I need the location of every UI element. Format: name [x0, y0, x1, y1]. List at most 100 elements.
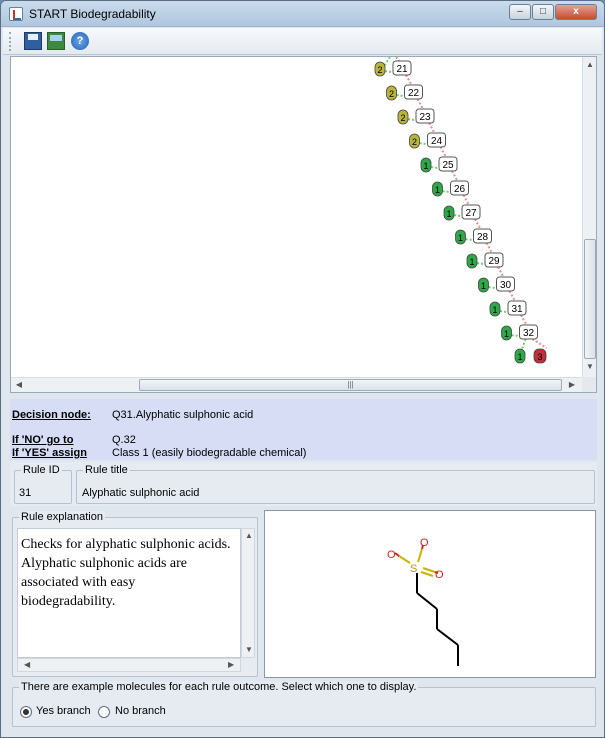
- scroll-left-icon[interactable]: ◀: [24, 660, 31, 669]
- example-selection-group: There are example molecules for each rul…: [12, 681, 596, 727]
- explanation-horizontal-scrollbar[interactable]: ◀ ▶: [17, 658, 241, 672]
- explanation-vertical-scrollbar[interactable]: ▲ ▼: [241, 528, 255, 658]
- question-node[interactable]: [461, 204, 481, 220]
- tree-edge-no: [520, 314, 528, 326]
- question-node[interactable]: [519, 324, 538, 340]
- scroll-up-icon[interactable]: ▲: [245, 531, 253, 540]
- if-no-label: If 'NO' go to: [12, 434, 74, 446]
- title-bar[interactable]: START Biodegradability – □ x: [1, 1, 604, 27]
- yes-branch-label[interactable]: Yes branch: [36, 705, 91, 717]
- toolbar-grip[interactable]: [9, 32, 13, 51]
- question-node-label: 29: [488, 256, 500, 267]
- question-node[interactable]: [427, 132, 446, 148]
- question-node[interactable]: [450, 180, 469, 196]
- tree-vertical-scrollbar[interactable]: ▲ ▼: [582, 57, 596, 377]
- tree-edge-yes: [464, 238, 480, 242]
- class-leaf-label: 1: [423, 161, 428, 171]
- rule-explanation-title: Rule explanation: [19, 511, 105, 523]
- tree-edge-no: [451, 170, 459, 182]
- class-leaf-node[interactable]: [478, 277, 489, 293]
- tree-edge-yes: [521, 338, 527, 350]
- no-branch-label[interactable]: No branch: [115, 705, 166, 717]
- class-leaf-node[interactable]: [374, 61, 386, 77]
- question-node[interactable]: [507, 300, 527, 316]
- yes-branch-radio[interactable]: [20, 706, 32, 718]
- question-node[interactable]: [484, 252, 504, 268]
- minimize-button[interactable]: –: [509, 4, 531, 20]
- tree-edge-no: [508, 290, 516, 302]
- class-leaf-node[interactable]: [432, 181, 443, 197]
- class-leaf-label: 1: [446, 209, 451, 219]
- oxygen-atom: O: [387, 549, 396, 561]
- class-leaf-label: 1: [517, 352, 522, 362]
- question-node-label: 26: [454, 184, 466, 195]
- question-node[interactable]: [415, 108, 435, 124]
- question-node[interactable]: [496, 276, 515, 292]
- class-leaf-label: 2: [389, 89, 394, 99]
- class-leaf-node[interactable]: [514, 348, 526, 364]
- question-node-label: 30: [500, 280, 512, 291]
- class-leaf-label: 2: [377, 65, 382, 75]
- rule-explanation-textarea[interactable]: Checks for alyphatic sulphonic acids. Al…: [17, 528, 241, 658]
- if-yes-value: Class 1 (easily biodegradable chemical): [112, 447, 307, 459]
- class-leaf-node[interactable]: [397, 109, 409, 125]
- window-title: START Biodegradability: [29, 7, 156, 21]
- class-leaf-node[interactable]: [501, 325, 512, 341]
- question-node-label: 22: [408, 88, 420, 99]
- rule-title-group: Rule title Alyphatic sulphonic acid: [76, 464, 595, 504]
- question-node[interactable]: [473, 228, 492, 244]
- oxygen-atom: O: [435, 569, 444, 581]
- rule-explanation-text: Checks for alyphatic sulphonic acids. Al…: [21, 537, 231, 609]
- tree-edge-no: [474, 218, 482, 230]
- maximize-button[interactable]: □: [532, 4, 554, 20]
- class-leaf-node[interactable]: [386, 85, 397, 101]
- tree-edge-yes: [475, 262, 492, 266]
- save-icon[interactable]: [24, 32, 42, 50]
- question-node[interactable]: [392, 60, 412, 76]
- tree-horizontal-scroll-thumb[interactable]: |||: [139, 379, 562, 391]
- decision-node-panel: Decision node: Q31.Alyphatic sulphonic a…: [10, 399, 597, 460]
- class-leaf-node[interactable]: [489, 301, 501, 317]
- scroll-down-icon[interactable]: ▼: [586, 362, 594, 371]
- carbon-chain: [416, 573, 459, 666]
- scroll-right-icon[interactable]: ▶: [568, 380, 576, 389]
- scroll-left-icon[interactable]: ◀: [15, 380, 23, 389]
- class-leaf-node[interactable]: [533, 348, 547, 364]
- tree-vertical-scroll-thumb[interactable]: [584, 239, 596, 359]
- toolbar: ?: [3, 28, 602, 55]
- java-app-icon: [9, 7, 23, 21]
- class-leaf-label: 1: [458, 233, 463, 243]
- question-node-label: 24: [431, 136, 443, 147]
- tree-edge-yes: [487, 286, 503, 290]
- class-leaf-node[interactable]: [443, 205, 455, 221]
- tree-edge-no: [416, 98, 424, 110]
- close-button[interactable]: x: [555, 4, 597, 20]
- question-node[interactable]: [404, 84, 423, 100]
- question-node-label: 27: [465, 208, 477, 219]
- tree-edge-yes: [498, 310, 515, 314]
- rule-id-group: Rule ID 31: [14, 464, 72, 504]
- rule-id-value: 31: [19, 487, 32, 499]
- tree-edge-no: [497, 266, 505, 278]
- example-selection-title: There are example molecules for each rul…: [19, 681, 419, 693]
- scroll-up-icon[interactable]: ▲: [586, 60, 594, 69]
- help-icon[interactable]: ?: [71, 32, 89, 50]
- scroll-right-icon[interactable]: ▶: [228, 660, 235, 669]
- tree-horizontal-scrollbar[interactable]: ◀ ||| ▶: [11, 377, 582, 392]
- question-node[interactable]: [438, 156, 458, 172]
- class-leaf-label: 1: [481, 281, 486, 291]
- tree-edge-yes: [395, 94, 411, 98]
- class-leaf-node[interactable]: [420, 157, 432, 173]
- class-leaf-node[interactable]: [455, 229, 466, 245]
- image-export-icon[interactable]: [47, 32, 65, 50]
- class-leaf-node[interactable]: [409, 133, 420, 149]
- tree-edge-yes: [429, 166, 446, 170]
- class-leaf-node[interactable]: [466, 253, 478, 269]
- no-branch-radio[interactable]: [98, 706, 110, 718]
- rule-id-title: Rule ID: [21, 464, 62, 476]
- question-node-label: 25: [442, 160, 454, 171]
- scroll-down-icon[interactable]: ▼: [245, 645, 253, 654]
- oxygen-atom: O: [420, 537, 429, 549]
